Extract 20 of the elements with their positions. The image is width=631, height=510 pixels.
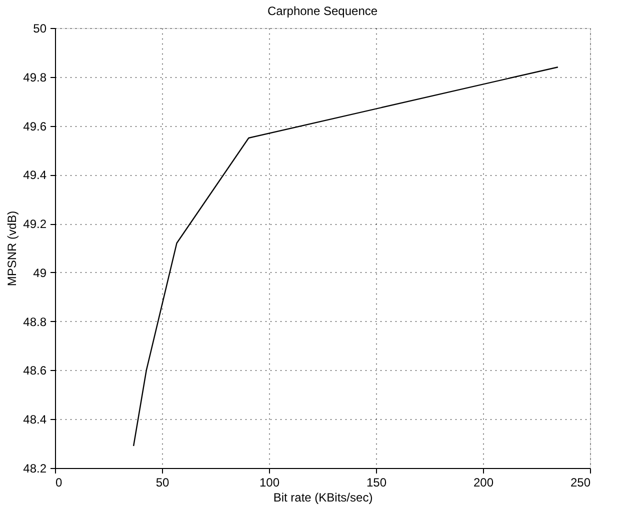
y-tick-label: 49.8 bbox=[23, 70, 47, 84]
y-tick-label: 48.4 bbox=[23, 412, 47, 427]
y-tick-label: 48.8 bbox=[23, 314, 47, 329]
y-tick-label: 50 bbox=[33, 22, 47, 36]
x-axis-title: Bit rate (KBits/sec) bbox=[273, 490, 373, 504]
y-tick-label: 49 bbox=[33, 266, 47, 280]
x-tick-label: 50 bbox=[156, 476, 170, 490]
x-tick-label: 250 bbox=[570, 476, 591, 490]
y-axis-title: MPSNR (vdB) bbox=[5, 210, 20, 286]
x-tick-label: 200 bbox=[473, 476, 494, 490]
y-tick-label: 49.2 bbox=[23, 217, 47, 232]
y-tick-label: 49.6 bbox=[23, 119, 47, 134]
y-tick-label: 48.2 bbox=[23, 462, 47, 476]
x-tick-label: 0 bbox=[56, 476, 62, 490]
x-tick-label: 100 bbox=[259, 476, 280, 490]
y-tick-label: 48.6 bbox=[23, 364, 47, 378]
x-tick-label: 150 bbox=[366, 476, 387, 490]
line-series bbox=[132, 66, 558, 447]
chart-title: Carphone Sequence bbox=[267, 4, 378, 18]
y-tick-label: 49.4 bbox=[23, 168, 47, 182]
